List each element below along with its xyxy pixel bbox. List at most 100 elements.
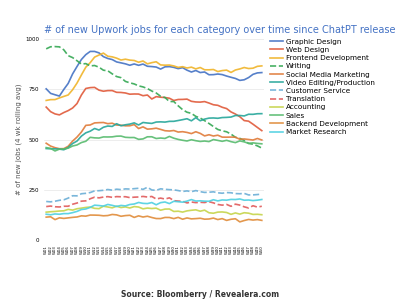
Video Editing/Production xyxy=(154,120,159,124)
Backend Development xyxy=(53,218,58,221)
Web Design xyxy=(141,94,146,98)
Frontend Development xyxy=(154,60,159,64)
Customer Service xyxy=(216,191,220,195)
Backend Development xyxy=(145,214,150,218)
Web Design xyxy=(172,99,176,102)
Backend Development xyxy=(150,216,154,219)
Market Research xyxy=(123,204,128,208)
Writing xyxy=(48,45,53,49)
Market Research xyxy=(216,199,220,203)
Backend Development xyxy=(260,219,264,222)
Video Editing/Production xyxy=(185,117,190,121)
Accounting xyxy=(158,208,163,212)
Backend Development xyxy=(246,218,251,221)
Sales xyxy=(206,140,211,143)
Frontend Development xyxy=(172,64,176,68)
Sales xyxy=(141,137,146,141)
Market Research xyxy=(114,205,119,208)
Customer Service xyxy=(260,192,264,196)
Sales xyxy=(180,139,185,142)
Backend Development xyxy=(185,216,190,220)
Market Research xyxy=(211,198,216,202)
Market Research xyxy=(84,207,88,211)
Writing xyxy=(114,75,119,78)
Social Media Marketing xyxy=(92,121,97,125)
Graphic Design xyxy=(88,50,93,53)
Sales xyxy=(84,140,88,143)
Writing xyxy=(233,136,238,139)
Writing xyxy=(255,144,260,148)
Customer Service xyxy=(110,188,115,192)
Graphic Design xyxy=(172,66,176,69)
Sales xyxy=(211,138,216,141)
Sales xyxy=(123,136,128,139)
Writing xyxy=(123,80,128,83)
Writing xyxy=(57,45,62,49)
Video Editing/Production xyxy=(255,112,260,116)
Writing xyxy=(62,48,66,52)
Backend Development xyxy=(44,215,49,219)
Frontend Development xyxy=(246,67,251,70)
Frontend Development xyxy=(114,56,119,60)
Graphic Design xyxy=(92,50,97,53)
Video Editing/Production xyxy=(189,119,194,123)
Market Research xyxy=(53,212,58,216)
Translation xyxy=(180,200,185,203)
Video Editing/Production xyxy=(198,119,202,123)
Video Editing/Production xyxy=(48,147,53,151)
Social Media Marketing xyxy=(123,124,128,128)
Customer Service xyxy=(180,190,185,193)
Video Editing/Production xyxy=(97,128,102,132)
Market Research xyxy=(150,201,154,204)
Graphic Design xyxy=(62,88,66,91)
Graphic Design xyxy=(189,70,194,74)
Translation xyxy=(242,205,247,208)
Market Research xyxy=(194,199,198,203)
Social Media Marketing xyxy=(158,128,163,131)
Writing xyxy=(154,91,159,95)
Market Research xyxy=(66,212,71,215)
Accounting xyxy=(216,210,220,214)
Accounting xyxy=(194,208,198,211)
Sales xyxy=(70,144,75,148)
Backend Development xyxy=(84,214,88,218)
Line: Translation: Translation xyxy=(46,196,262,208)
Line: Customer Service: Customer Service xyxy=(46,187,262,202)
Social Media Marketing xyxy=(154,126,159,130)
Backend Development xyxy=(238,220,242,224)
Web Design xyxy=(229,110,234,114)
Writing xyxy=(141,85,146,89)
Line: Accounting: Accounting xyxy=(46,206,262,215)
Web Design xyxy=(70,106,75,110)
Social Media Marketing xyxy=(62,147,66,150)
Frontend Development xyxy=(176,66,181,69)
Customer Service xyxy=(44,200,49,203)
Market Research xyxy=(255,198,260,202)
Translation xyxy=(172,199,176,202)
Sales xyxy=(74,143,79,147)
Frontend Development xyxy=(48,98,53,101)
Graphic Design xyxy=(106,57,110,60)
Sales xyxy=(167,135,172,138)
Graphic Design xyxy=(206,73,211,76)
Writing xyxy=(106,69,110,73)
Market Research xyxy=(180,200,185,204)
Web Design xyxy=(127,92,132,96)
Translation xyxy=(88,197,93,201)
Frontend Development xyxy=(119,58,124,62)
Writing xyxy=(53,45,58,48)
Translation xyxy=(44,205,49,208)
Market Research xyxy=(101,204,106,208)
Market Research xyxy=(110,204,115,207)
Graphic Design xyxy=(154,65,159,69)
Customer Service xyxy=(229,191,234,195)
Writing xyxy=(88,64,93,68)
Video Editing/Production xyxy=(250,112,256,116)
Video Editing/Production xyxy=(260,112,264,116)
Web Design xyxy=(57,113,62,117)
Web Design xyxy=(84,87,88,90)
Web Design xyxy=(79,93,84,97)
Sales xyxy=(97,136,102,140)
Market Research xyxy=(154,203,159,207)
Accounting xyxy=(48,210,53,214)
